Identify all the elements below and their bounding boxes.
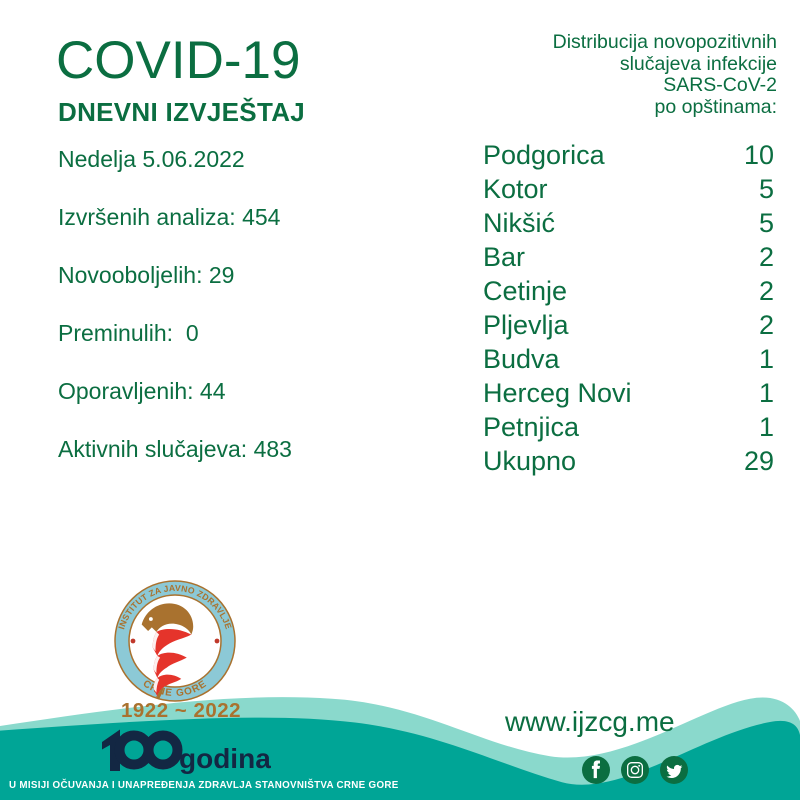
svg-text:godina: godina [179,743,271,774]
